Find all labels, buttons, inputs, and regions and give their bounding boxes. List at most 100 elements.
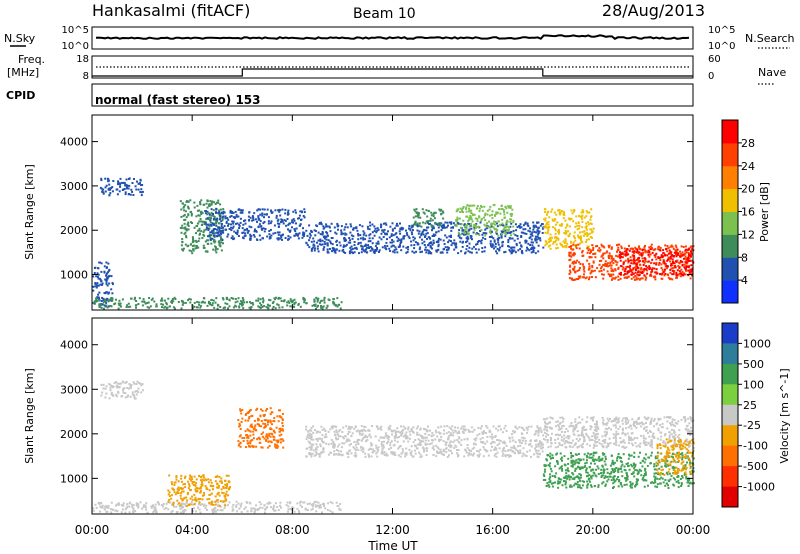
- velocity-echo-cell: [238, 435, 241, 438]
- power-echo-cell: [255, 230, 258, 233]
- velocity-echo-cell: [423, 450, 425, 453]
- power-echo-cell: [218, 209, 220, 212]
- beam-title: Beam 10: [353, 6, 416, 22]
- power-echo-cell: [104, 298, 107, 301]
- power-echo-cell: [160, 303, 163, 306]
- velocity-echo-cell: [661, 472, 664, 475]
- power-echo-cell: [434, 211, 437, 214]
- velocity-echo-cell: [115, 395, 118, 398]
- power-echo-cell: [466, 236, 469, 238]
- power-echo-cell: [180, 244, 183, 247]
- velocity-echo-cell: [375, 444, 378, 447]
- velocity-echo-cell: [191, 480, 194, 483]
- power-echo-cell: [340, 233, 343, 236]
- power-echo-cell: [371, 237, 374, 240]
- velocity-echo-cell: [279, 504, 281, 507]
- power-colorbar-swatch: [722, 188, 738, 212]
- power-echo-cell: [205, 226, 208, 229]
- velocity-echo-cell: [380, 425, 383, 428]
- velocity-echo-cell: [347, 427, 350, 430]
- velocity-echo-cell: [220, 480, 223, 483]
- power-echo-cell: [470, 216, 473, 219]
- power-echo-cell: [229, 209, 232, 212]
- power-echo-cell: [667, 252, 670, 255]
- power-echo-cell: [635, 278, 638, 281]
- power-echo-cell: [241, 302, 244, 305]
- power-echo-cell: [636, 262, 639, 265]
- power-echo-cell: [462, 219, 465, 222]
- power-echo-cell: [569, 265, 571, 268]
- power-echo-cell: [621, 252, 624, 255]
- power-echo-cell: [293, 219, 296, 222]
- power-echo-cell: [671, 278, 674, 281]
- power-echo-cell: [386, 238, 388, 241]
- power-echo-cell: [405, 251, 408, 254]
- velocity-echo-cell: [391, 452, 394, 455]
- velocity-echo-cell: [424, 436, 427, 439]
- power-echo-cell: [576, 224, 579, 227]
- power-echo-cell: [667, 276, 670, 279]
- power-echo-cell: [128, 184, 131, 187]
- velocity-echo-cell: [335, 438, 338, 441]
- velocity-echo-cell: [291, 506, 294, 509]
- velocity-echo-cell: [528, 449, 531, 452]
- power-echo-cell: [527, 229, 530, 232]
- power-echo-cell: [425, 232, 428, 235]
- power-echo-cell: [503, 211, 506, 213]
- velocity-echo-cell: [448, 426, 451, 429]
- velocity-echo-cell: [211, 508, 214, 511]
- power-echo-cell: [644, 275, 647, 278]
- power-echo-cell: [578, 215, 580, 217]
- power-echo-cell: [204, 240, 207, 243]
- velocity-echo-cell: [637, 470, 640, 473]
- power-echo-cell: [677, 265, 680, 267]
- power-echo-cell: [619, 277, 622, 280]
- power-echo-cell: [653, 254, 656, 257]
- velocity-echo-cell: [189, 503, 192, 506]
- power-echo-cell: [410, 240, 413, 243]
- power-echo-cell: [537, 237, 540, 240]
- power-echo-cell: [588, 265, 591, 268]
- power-echo-cell: [670, 251, 673, 254]
- velocity-echo-cell: [219, 500, 222, 503]
- velocity-echo-cell: [183, 483, 186, 485]
- velocity-echo-cell: [445, 432, 448, 435]
- velocity-echo-cell: [133, 382, 136, 385]
- power-echo-cell: [100, 306, 103, 309]
- power-echo-cell: [582, 276, 585, 279]
- power-echo-cell: [99, 277, 102, 280]
- power-echo-cell: [662, 249, 665, 252]
- velocity-echo-cell: [447, 444, 450, 447]
- power-echo-cell: [230, 223, 232, 226]
- power-echo-cell: [263, 213, 266, 216]
- power-echo-cell: [430, 214, 433, 217]
- power-echo-cell: [433, 211, 436, 214]
- velocity-echo-cell: [253, 419, 256, 422]
- velocity-echo-cell: [336, 504, 339, 507]
- power-echo-cell: [484, 214, 487, 217]
- power-echo-cell: [293, 303, 296, 306]
- power-echo-cell: [624, 267, 627, 270]
- velocity-echo-cell: [534, 432, 537, 435]
- power-echo-cell: [317, 239, 320, 242]
- velocity-echo-cell: [337, 430, 340, 433]
- power-echo-cell: [141, 304, 144, 307]
- velocity-echo-cell: [263, 419, 266, 422]
- velocity-echo-cell: [362, 447, 364, 450]
- power-echo-cell: [637, 259, 640, 262]
- power-echo-cell: [319, 240, 322, 243]
- velocity-echo-cell: [367, 429, 370, 432]
- velocity-echo-cell: [586, 486, 589, 489]
- power-echo-cell: [255, 238, 258, 241]
- power-echo-cell: [486, 209, 489, 212]
- velocity-echo-cell: [390, 430, 393, 433]
- power-echo-cell: [530, 247, 533, 250]
- velocity-echo-cell: [212, 503, 215, 506]
- power-echo-cell: [295, 222, 297, 225]
- velocity-echo-cell: [133, 395, 136, 398]
- velocity-echo-cell: [545, 464, 548, 467]
- power-echo-cell: [410, 244, 413, 247]
- power-echo-cell: [598, 263, 601, 266]
- velocity-echo-cell: [180, 477, 183, 480]
- power-echo-cell: [512, 225, 515, 228]
